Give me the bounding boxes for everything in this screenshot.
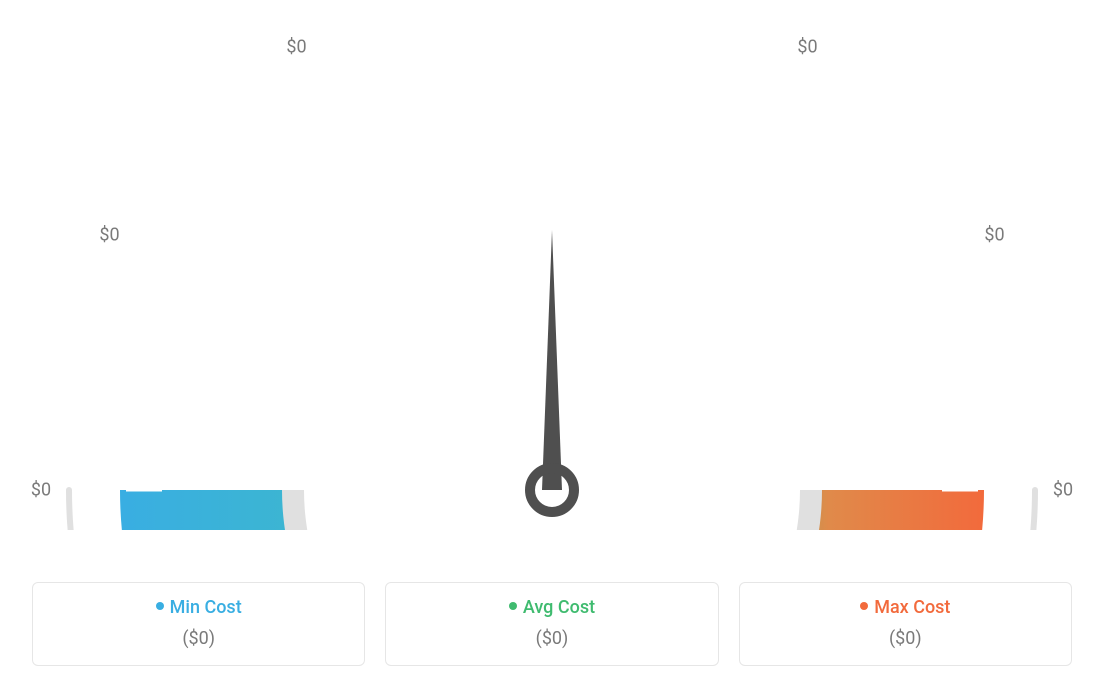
legend-label-text: Max Cost xyxy=(874,597,950,618)
legend-card: Min Cost ($0) xyxy=(32,582,365,666)
legend-dot-icon xyxy=(509,602,517,610)
legend-value: ($0) xyxy=(33,628,364,649)
legend-label: Max Cost xyxy=(740,597,1071,618)
legend-card: Max Cost ($0) xyxy=(739,582,1072,666)
legend-row: Min Cost ($0) Avg Cost ($0) Max Cost ($0) xyxy=(0,582,1104,666)
legend-value: ($0) xyxy=(386,628,717,649)
legend-label-text: Min Cost xyxy=(170,597,242,618)
legend-label: Avg Cost xyxy=(386,597,717,618)
gauge-scale-label: $0 xyxy=(984,224,1004,245)
cost-gauge xyxy=(29,0,1075,534)
legend-card: Avg Cost ($0) xyxy=(385,582,718,666)
legend-value: ($0) xyxy=(740,628,1071,649)
gauge-scale-label: $0 xyxy=(31,480,51,501)
gauge-scale-label: $0 xyxy=(1053,480,1073,501)
legend-dot-icon xyxy=(860,602,868,610)
legend-label-text: Avg Cost xyxy=(523,597,595,618)
gauge-svg xyxy=(29,0,1075,530)
legend-label: Min Cost xyxy=(33,597,364,618)
gauge-scale-label: $0 xyxy=(99,224,119,245)
legend-dot-icon xyxy=(156,602,164,610)
gauge-scale-label: $0 xyxy=(286,37,306,58)
gauge-scale-label: $0 xyxy=(797,37,817,58)
